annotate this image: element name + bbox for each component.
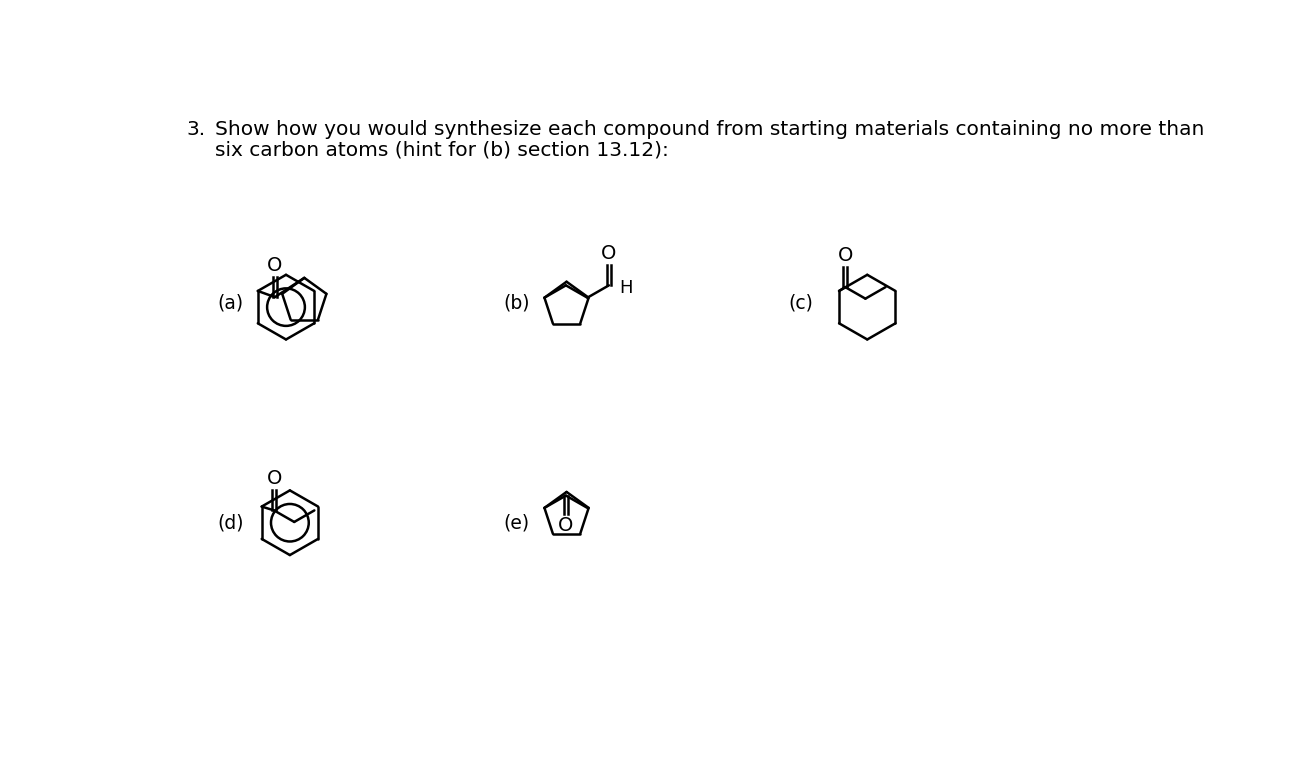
Text: (c): (c): [788, 294, 813, 313]
Text: six carbon atoms (hint for (b) section 13.12):: six carbon atoms (hint for (b) section 1…: [215, 140, 669, 159]
Text: O: O: [267, 469, 281, 488]
Text: H: H: [619, 279, 634, 297]
Text: (e): (e): [503, 513, 529, 533]
Text: Show how you would synthesize each compound from starting materials containing n: Show how you would synthesize each compo…: [215, 120, 1204, 139]
Text: O: O: [837, 246, 853, 265]
Text: (a): (a): [218, 294, 244, 313]
Text: (b): (b): [503, 294, 530, 313]
Text: O: O: [559, 516, 574, 536]
Text: O: O: [601, 244, 617, 263]
Text: 3.: 3.: [187, 120, 206, 139]
Text: (d): (d): [218, 513, 245, 533]
Text: O: O: [267, 256, 283, 274]
